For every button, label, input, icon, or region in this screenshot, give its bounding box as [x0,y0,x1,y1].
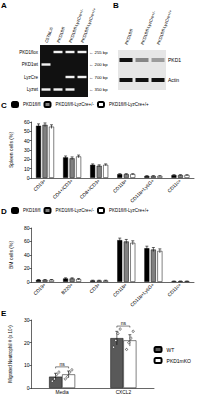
svg-text:20: 20 [24,156,30,162]
svg-text:PKD1: PKD1 [168,57,181,63]
svg-text:CD8+/CD3+: CD8+/CD3+ [79,178,101,200]
svg-text:PKD1fl/fl: PKD1fl/fl [23,208,41,213]
svg-text:PKD1fl/fl-LyzCre+/+: PKD1fl/fl-LyzCre+/+ [156,8,173,45]
svg-text:ns: ns [59,361,65,367]
svg-text:CD11c+: CD11c+ [167,282,183,298]
svg-text:0: 0 [27,279,30,285]
svg-text:40: 40 [24,252,30,258]
svg-text:LyzCre: LyzCre [24,75,39,80]
svg-text:10: 10 [24,362,30,368]
svg-text:Actin: Actin [168,77,179,83]
svg-text:PKD1mKO: PKD1mKO [167,358,192,364]
svg-text:PKD1fl/fl-LyzCre+/+: PKD1fl/fl-LyzCre+/+ [109,102,149,107]
svg-text:CD11c+: CD11c+ [167,178,183,194]
svg-text:30: 30 [24,317,30,323]
svg-text:C57BL/6: C57BL/6 [44,26,55,44]
svg-text:20: 20 [24,340,30,346]
svg-text:WT: WT [167,347,175,353]
svg-text:CD3+: CD3+ [89,282,101,294]
svg-text:CD19+: CD19+ [33,282,47,296]
svg-text:PKD1fl/fl-LyzCre+/-: PKD1fl/fl-LyzCre+/- [67,8,85,44]
svg-text:CD11b+Ly6G+: CD11b+Ly6G+ [129,282,155,308]
svg-text:PKD1fl/fl: PKD1fl/fl [23,102,41,107]
svg-text:10: 10 [24,166,30,172]
svg-text:B: B [113,1,119,10]
svg-text:40: 40 [24,138,30,144]
svg-text:PKD1fl/fl-LyzCre+/-: PKD1fl/fl-LyzCre+/- [56,208,95,213]
svg-text:PKD1fl/fl-LyzCre+/+: PKD1fl/fl-LyzCre+/+ [109,208,149,213]
svg-text:CD11b+: CD11b+ [112,282,128,298]
svg-text:C: C [1,101,7,110]
svg-text:Spleen cells (%): Spleen cells (%) [8,132,14,168]
svg-text:Lyzwt: Lyzwt [27,87,39,92]
svg-text:← 350 bp: ← 350 bp [89,87,108,92]
svg-text:CD19+: CD19+ [33,178,47,192]
svg-text:BM cells (%): BM cells (%) [8,241,14,269]
svg-text:PKD1fl/fl-LyzCre+/-: PKD1fl/fl-LyzCre+/- [140,9,157,45]
svg-text:0: 0 [27,175,30,181]
svg-text:PKD1fl/fl-LyzCre+/-: PKD1fl/fl-LyzCre+/- [56,102,95,107]
svg-text:CD11b+Ly6G+: CD11b+Ly6G+ [129,178,155,204]
svg-text:20: 20 [24,265,30,271]
svg-text:PKD1fl/fl-LyzCre+/+: PKD1fl/fl-LyzCre+/+ [80,6,97,43]
svg-text:Media: Media [56,390,69,395]
svg-text:PKD1fl/fl: PKD1fl/fl [56,26,66,43]
svg-text:← 255 bp: ← 255 bp [89,50,108,55]
svg-text:60: 60 [24,238,30,244]
svg-text:A: A [1,1,7,10]
svg-text:30: 30 [24,147,30,153]
svg-text:ns: ns [121,320,127,326]
svg-text:80: 80 [24,225,30,231]
svg-text:B220+: B220+ [60,282,74,296]
svg-text:0: 0 [27,385,30,391]
svg-text:CXCL2: CXCL2 [116,390,132,395]
svg-text:PKD1flox: PKD1flox [19,50,39,55]
svg-text:← 200 bp: ← 200 bp [89,62,108,67]
svg-text:Migrated Neutrophil # (x 10⁴): Migrated Neutrophil # (x 10⁴) [8,325,13,383]
svg-text:PKD1fl/fl: PKD1fl/fl [124,28,134,45]
svg-text:50: 50 [24,128,30,134]
svg-text:CD4+/CD3+: CD4+/CD3+ [52,178,74,200]
svg-text:PKD1wt: PKD1wt [22,62,39,67]
svg-text:← 700 bp: ← 700 bp [89,75,108,80]
svg-text:60: 60 [24,119,30,125]
svg-text:CD11b+: CD11b+ [112,178,128,194]
svg-text:D: D [1,207,7,216]
svg-text:E: E [1,310,7,318]
